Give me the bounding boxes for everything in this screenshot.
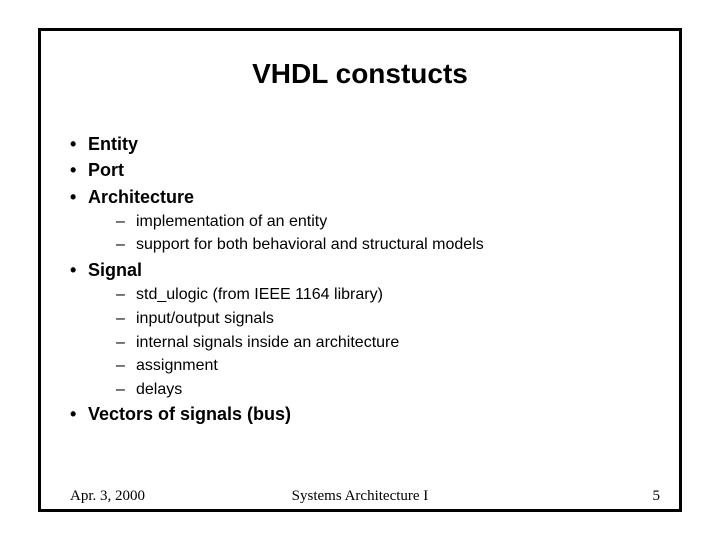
bullet-item: •Vectors of signals (bus) [70,402,670,426]
bullet-text: Port [88,160,124,180]
sub-bullet-text: delays [136,381,182,398]
dash-marker-icon: – [116,234,136,256]
sub-bullet-item: –input/output signals [116,308,670,330]
bullet-text: Entity [88,134,138,154]
sub-bullet-item: –std_ulogic (from IEEE 1164 library) [116,284,670,306]
dash-marker-icon: – [116,308,136,330]
bullet-text: Vectors of signals (bus) [88,404,291,424]
bullet-marker-icon: • [70,258,88,282]
dash-marker-icon: – [116,284,136,306]
sub-bullet-item: –internal signals inside an architecture [116,332,670,354]
sub-bullet-item: –assignment [116,355,670,377]
dash-marker-icon: – [116,211,136,233]
sub-bullet-item: –implementation of an entity [116,211,670,233]
sub-bullet-item: –support for both behavioral and structu… [116,234,670,256]
bullet-item: •Port [70,158,670,182]
slide-title: VHDL constucts [0,58,720,90]
dash-marker-icon: – [116,332,136,354]
slide: VHDL constucts •Entity •Port •Architectu… [0,0,720,540]
dash-marker-icon: – [116,379,136,401]
bullet-text: Architecture [88,187,194,207]
sub-bullet-text: support for both behavioral and structur… [136,236,484,253]
bullet-marker-icon: • [70,185,88,209]
bullet-item: •Entity [70,132,670,156]
sub-bullet-text: internal signals inside an architecture [136,334,399,351]
footer-page-number: 5 [653,488,661,505]
sub-bullet-item: –delays [116,379,670,401]
footer-title: Systems Architecture I [0,488,720,505]
bullet-marker-icon: • [70,132,88,156]
dash-marker-icon: – [116,355,136,377]
sub-bullet-text: implementation of an entity [136,213,327,230]
sub-bullet-text: input/output signals [136,310,274,327]
slide-content: •Entity •Port •Architecture –implementat… [70,130,670,427]
bullet-marker-icon: • [70,402,88,426]
sub-bullet-text: assignment [136,357,218,374]
bullet-item: •Architecture [70,185,670,209]
bullet-item: •Signal [70,258,670,282]
bullet-marker-icon: • [70,158,88,182]
sub-bullet-text: std_ulogic (from IEEE 1164 library) [136,286,383,303]
bullet-text: Signal [88,260,142,280]
